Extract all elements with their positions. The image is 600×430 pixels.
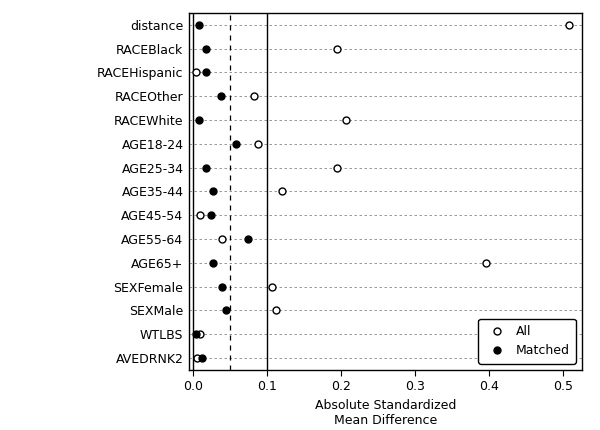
Legend: All, Matched: All, Matched bbox=[478, 319, 576, 363]
X-axis label: Absolute Standardized
Mean Difference: Absolute Standardized Mean Difference bbox=[315, 399, 456, 427]
